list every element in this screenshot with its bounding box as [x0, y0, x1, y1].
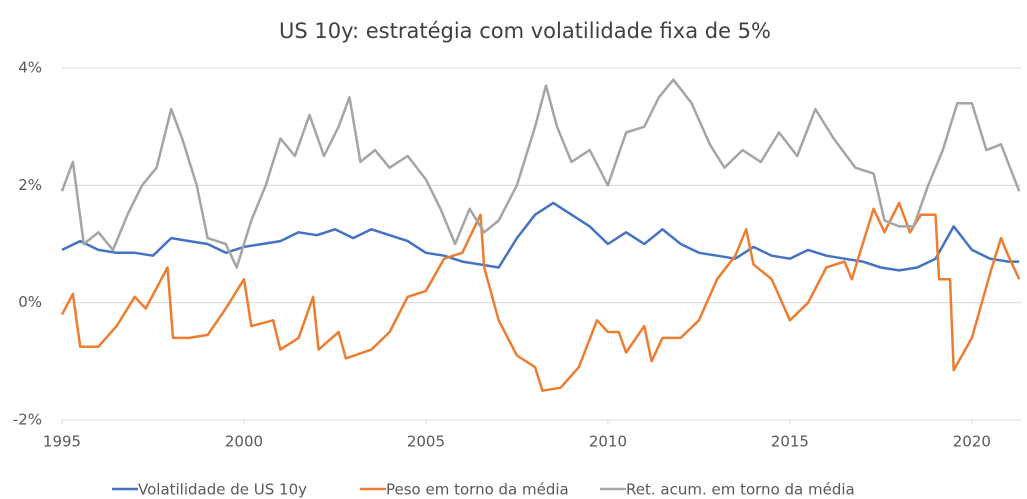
x-tick-label: 1995 [43, 433, 81, 451]
legend-label: Volatilidade de US 10y [138, 481, 307, 499]
series-line [60, 201, 1021, 392]
legend-label: Ret. acum. em torno da média [626, 481, 855, 499]
x-tick-label: 2015 [771, 433, 809, 451]
y-tick-label: 4% [18, 59, 42, 77]
x-tick-label: 2010 [589, 433, 627, 451]
series-line [61, 201, 1020, 272]
x-tick-label: 2005 [407, 433, 445, 451]
y-tick-label: 0% [18, 293, 42, 311]
x-tick-label: 2020 [953, 433, 991, 451]
legend-label: Peso em torno da média [386, 481, 569, 499]
x-tick-label: 2000 [225, 433, 263, 451]
series-line [60, 78, 1021, 269]
y-tick-label: -2% [13, 411, 42, 429]
y-tick-label: 2% [18, 176, 42, 194]
chart-title: US 10y: estratégia com volatilidade fixa… [279, 19, 771, 43]
